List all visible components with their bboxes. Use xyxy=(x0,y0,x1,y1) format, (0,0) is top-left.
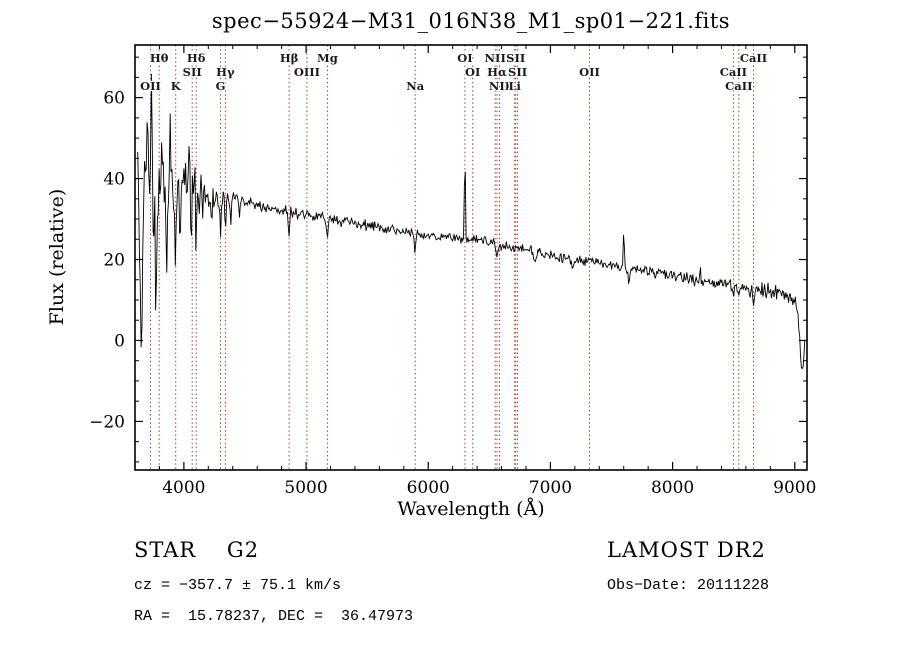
svg-text:SII: SII xyxy=(508,65,527,79)
survey-label: LAMOST DR2 xyxy=(607,538,766,562)
svg-text:8000: 8000 xyxy=(651,478,694,498)
y-axis-label: Flux (relative) xyxy=(46,188,68,326)
svg-text:NII: NII xyxy=(485,51,506,65)
svg-text:Hδ: Hδ xyxy=(187,51,206,65)
svg-text:−20: −20 xyxy=(89,412,125,432)
svg-text:OI: OI xyxy=(457,51,472,65)
svg-text:SII: SII xyxy=(183,65,202,79)
svg-text:7000: 7000 xyxy=(529,478,572,498)
obs-date-label: Obs−Date: 20111228 xyxy=(607,577,770,594)
svg-text:CaII: CaII xyxy=(740,51,767,65)
x-axis-label: Wavelength (Å) xyxy=(397,498,545,520)
svg-text:60: 60 xyxy=(103,89,125,109)
svg-text:Na: Na xyxy=(406,79,425,93)
svg-text:Hα: Hα xyxy=(487,65,507,79)
svg-text:20: 20 xyxy=(103,251,125,271)
svg-text:Hβ: Hβ xyxy=(280,51,299,65)
svg-text:OIII: OIII xyxy=(294,65,320,79)
svg-text:5000: 5000 xyxy=(284,478,327,498)
svg-text:OII: OII xyxy=(140,79,161,93)
svg-text:CaII: CaII xyxy=(720,65,747,79)
cz-label: cz = −357.7 ± 75.1 km/s xyxy=(134,577,342,594)
plot-title: spec−55924−M31_016N38_M1_sp01−221.fits xyxy=(211,9,731,33)
svg-text:OI: OI xyxy=(465,65,480,79)
svg-text:Hθ: Hθ xyxy=(150,51,169,65)
svg-text:0: 0 xyxy=(114,331,125,351)
svg-text:6000: 6000 xyxy=(407,478,450,498)
svg-text:Hγ: Hγ xyxy=(216,65,235,79)
svg-text:OII: OII xyxy=(579,65,600,79)
svg-text:Li: Li xyxy=(508,79,521,93)
svg-text:K: K xyxy=(171,79,182,93)
ra-dec-label: RA = 15.78237, DEC = 36.47973 xyxy=(134,608,414,625)
svg-text:Mg: Mg xyxy=(317,51,338,65)
class-label: STAR G2 xyxy=(134,538,260,562)
svg-text:NII: NII xyxy=(489,79,510,93)
svg-text:SII: SII xyxy=(506,51,525,65)
svg-text:40: 40 xyxy=(103,170,125,190)
svg-text:9000: 9000 xyxy=(773,478,816,498)
svg-text:4000: 4000 xyxy=(162,478,205,498)
svg-text:CaII: CaII xyxy=(725,79,752,93)
svg-text:G: G xyxy=(216,79,226,93)
